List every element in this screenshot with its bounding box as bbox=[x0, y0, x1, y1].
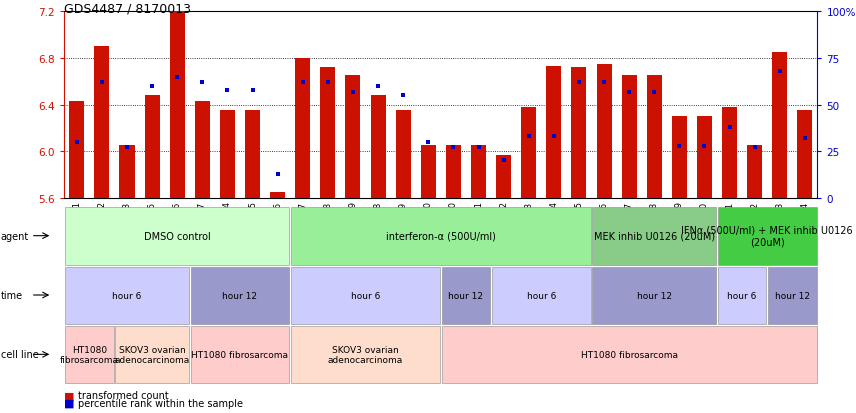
Text: hour 6: hour 6 bbox=[728, 291, 757, 300]
Bar bbox=[346, 76, 360, 198]
Bar bbox=[195, 102, 210, 198]
Bar bbox=[546, 67, 562, 198]
Bar bbox=[295, 59, 310, 198]
Text: SKOV3 ovarian
adenocarcinoma: SKOV3 ovarian adenocarcinoma bbox=[328, 345, 403, 364]
Bar bbox=[521, 108, 536, 198]
Text: hour 12: hour 12 bbox=[637, 291, 672, 300]
Text: agent: agent bbox=[1, 231, 29, 241]
Bar bbox=[270, 192, 285, 198]
Text: hour 12: hour 12 bbox=[449, 291, 484, 300]
Text: HT1080 fibrosarcoma: HT1080 fibrosarcoma bbox=[580, 350, 678, 359]
Text: SKOV3 ovarian
adenocarcinoma: SKOV3 ovarian adenocarcinoma bbox=[115, 345, 190, 364]
Text: MEK inhib U0126 (20uM): MEK inhib U0126 (20uM) bbox=[594, 231, 715, 241]
Text: percentile rank within the sample: percentile rank within the sample bbox=[78, 398, 243, 408]
Bar bbox=[647, 76, 662, 198]
Bar bbox=[320, 68, 336, 198]
Text: transformed count: transformed count bbox=[78, 390, 169, 400]
Bar bbox=[471, 146, 486, 198]
Text: hour 6: hour 6 bbox=[526, 291, 556, 300]
Bar bbox=[446, 146, 461, 198]
Bar bbox=[120, 146, 134, 198]
Bar bbox=[395, 111, 411, 198]
Bar bbox=[772, 53, 788, 198]
Bar bbox=[798, 111, 812, 198]
Bar bbox=[747, 146, 762, 198]
Bar bbox=[145, 96, 159, 198]
Text: interferon-α (500U/ml): interferon-α (500U/ml) bbox=[386, 231, 496, 241]
Bar bbox=[697, 117, 712, 198]
Bar bbox=[371, 96, 385, 198]
Text: ■: ■ bbox=[64, 398, 74, 408]
Text: ■: ■ bbox=[64, 390, 74, 400]
Bar bbox=[572, 68, 586, 198]
Text: GDS4487 / 8170013: GDS4487 / 8170013 bbox=[64, 2, 191, 15]
Bar bbox=[169, 12, 185, 198]
Bar bbox=[672, 117, 687, 198]
Bar bbox=[245, 111, 260, 198]
Bar bbox=[496, 155, 511, 198]
Bar bbox=[94, 47, 110, 198]
Text: HT1080
fibrosarcoma: HT1080 fibrosarcoma bbox=[60, 345, 119, 364]
Bar bbox=[220, 111, 235, 198]
Text: DMSO control: DMSO control bbox=[144, 231, 211, 241]
Bar bbox=[69, 102, 84, 198]
Text: time: time bbox=[1, 290, 23, 300]
Bar bbox=[597, 65, 611, 198]
Text: HT1080 fibrosarcoma: HT1080 fibrosarcoma bbox=[192, 350, 288, 359]
Text: hour 6: hour 6 bbox=[351, 291, 380, 300]
Bar bbox=[722, 108, 737, 198]
Text: IFNα (500U/ml) + MEK inhib U0126
(20uM): IFNα (500U/ml) + MEK inhib U0126 (20uM) bbox=[681, 225, 853, 247]
Text: hour 12: hour 12 bbox=[223, 291, 258, 300]
Bar bbox=[621, 76, 637, 198]
Bar bbox=[421, 146, 436, 198]
Text: cell line: cell line bbox=[1, 349, 39, 359]
Text: hour 6: hour 6 bbox=[112, 291, 141, 300]
Text: hour 12: hour 12 bbox=[775, 291, 810, 300]
